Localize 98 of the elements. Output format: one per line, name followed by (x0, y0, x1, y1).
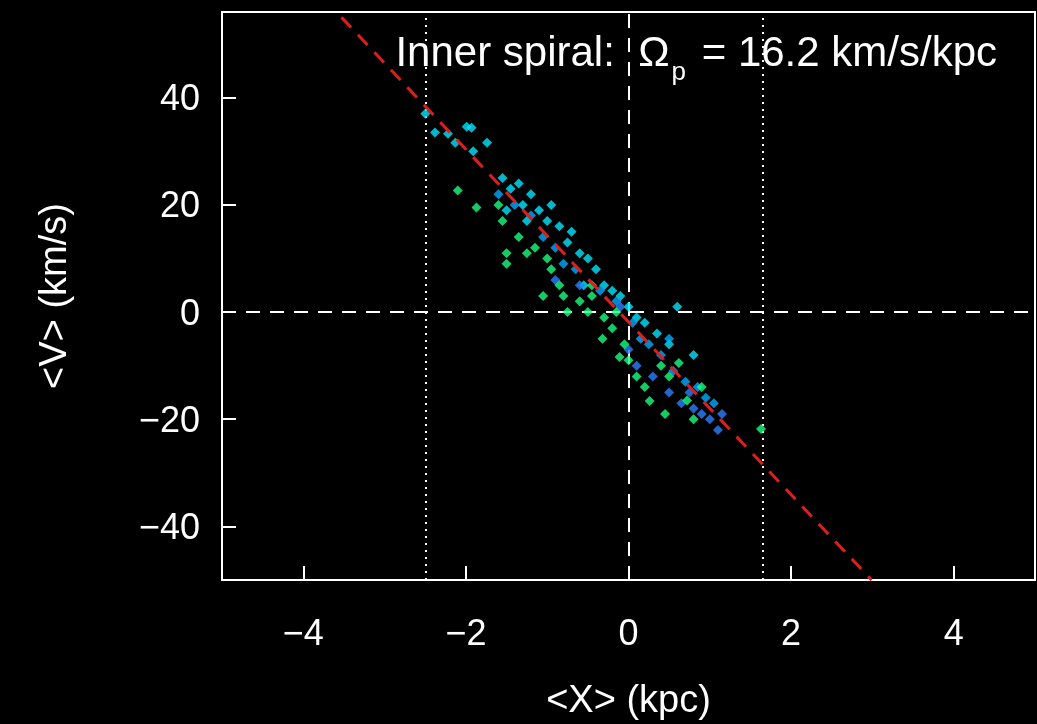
y-tick-label: 0 (179, 291, 200, 333)
y-axis-title: <V> (km/s) (32, 203, 74, 389)
point (493, 199, 504, 210)
point (623, 344, 634, 355)
point (546, 199, 557, 210)
point (696, 408, 707, 419)
point (521, 215, 532, 226)
point (471, 202, 482, 213)
x-axis-title: <X> (kpc) (546, 678, 711, 720)
point (664, 387, 675, 398)
point (590, 264, 601, 275)
point (525, 189, 536, 200)
x-tick-label: −4 (282, 611, 324, 653)
point (550, 274, 561, 285)
point (623, 355, 634, 366)
point (607, 285, 618, 296)
point (501, 248, 512, 259)
point (607, 323, 618, 334)
point (513, 232, 524, 243)
point (452, 185, 463, 196)
point (615, 291, 626, 301)
point (704, 414, 715, 425)
point (708, 398, 719, 409)
point (672, 301, 683, 312)
point (660, 408, 671, 419)
point (468, 146, 479, 157)
y-tick-label: −20 (138, 398, 200, 440)
point (688, 403, 699, 414)
x-tick-label: 0 (618, 611, 639, 653)
y-tick-label: −40 (138, 505, 200, 547)
point (631, 360, 642, 371)
point (647, 371, 658, 382)
point (530, 242, 541, 253)
point (466, 122, 477, 133)
point (538, 291, 549, 301)
point (554, 221, 565, 232)
point (597, 333, 608, 344)
point (582, 307, 593, 318)
point (599, 280, 610, 291)
point (546, 264, 557, 275)
point (521, 248, 532, 259)
point (497, 173, 508, 184)
point (501, 258, 512, 269)
point (651, 328, 662, 339)
point (542, 253, 553, 264)
point (558, 258, 569, 269)
point (673, 357, 684, 368)
y-tick-label: 20 (159, 184, 200, 226)
point (534, 205, 545, 216)
point (595, 285, 606, 296)
point (542, 215, 553, 226)
point (639, 382, 650, 393)
point (643, 339, 654, 350)
point (712, 424, 723, 435)
point (505, 183, 516, 194)
point (574, 248, 585, 259)
point (517, 199, 528, 210)
point (688, 349, 699, 360)
point (554, 280, 565, 291)
point (644, 396, 655, 407)
x-tick-label: −2 (445, 611, 487, 653)
x-tick-label: 4 (943, 611, 964, 653)
point (430, 127, 441, 138)
point (582, 253, 593, 264)
point (680, 376, 691, 387)
point (756, 423, 767, 434)
point (599, 312, 610, 323)
point (688, 414, 699, 425)
y-tick-label: 40 (159, 77, 200, 119)
point (623, 301, 634, 312)
point (497, 215, 508, 226)
point (664, 371, 675, 382)
point (700, 392, 711, 403)
point (639, 317, 650, 328)
point (682, 395, 693, 406)
point (562, 237, 573, 248)
point (619, 339, 630, 350)
point (696, 382, 707, 393)
point (558, 291, 569, 301)
point (586, 291, 597, 301)
point (501, 205, 512, 216)
point (420, 108, 431, 119)
point (574, 296, 585, 307)
point (664, 333, 675, 344)
point (716, 408, 727, 419)
point (574, 280, 585, 291)
point (611, 296, 622, 307)
point (513, 178, 524, 189)
point (631, 312, 642, 323)
point (656, 360, 667, 371)
point (562, 307, 573, 318)
point (566, 226, 577, 237)
point (493, 189, 504, 200)
point (631, 371, 642, 382)
x-tick-label: 2 (781, 611, 802, 653)
point (482, 137, 493, 148)
point (614, 352, 625, 363)
point (611, 307, 622, 318)
